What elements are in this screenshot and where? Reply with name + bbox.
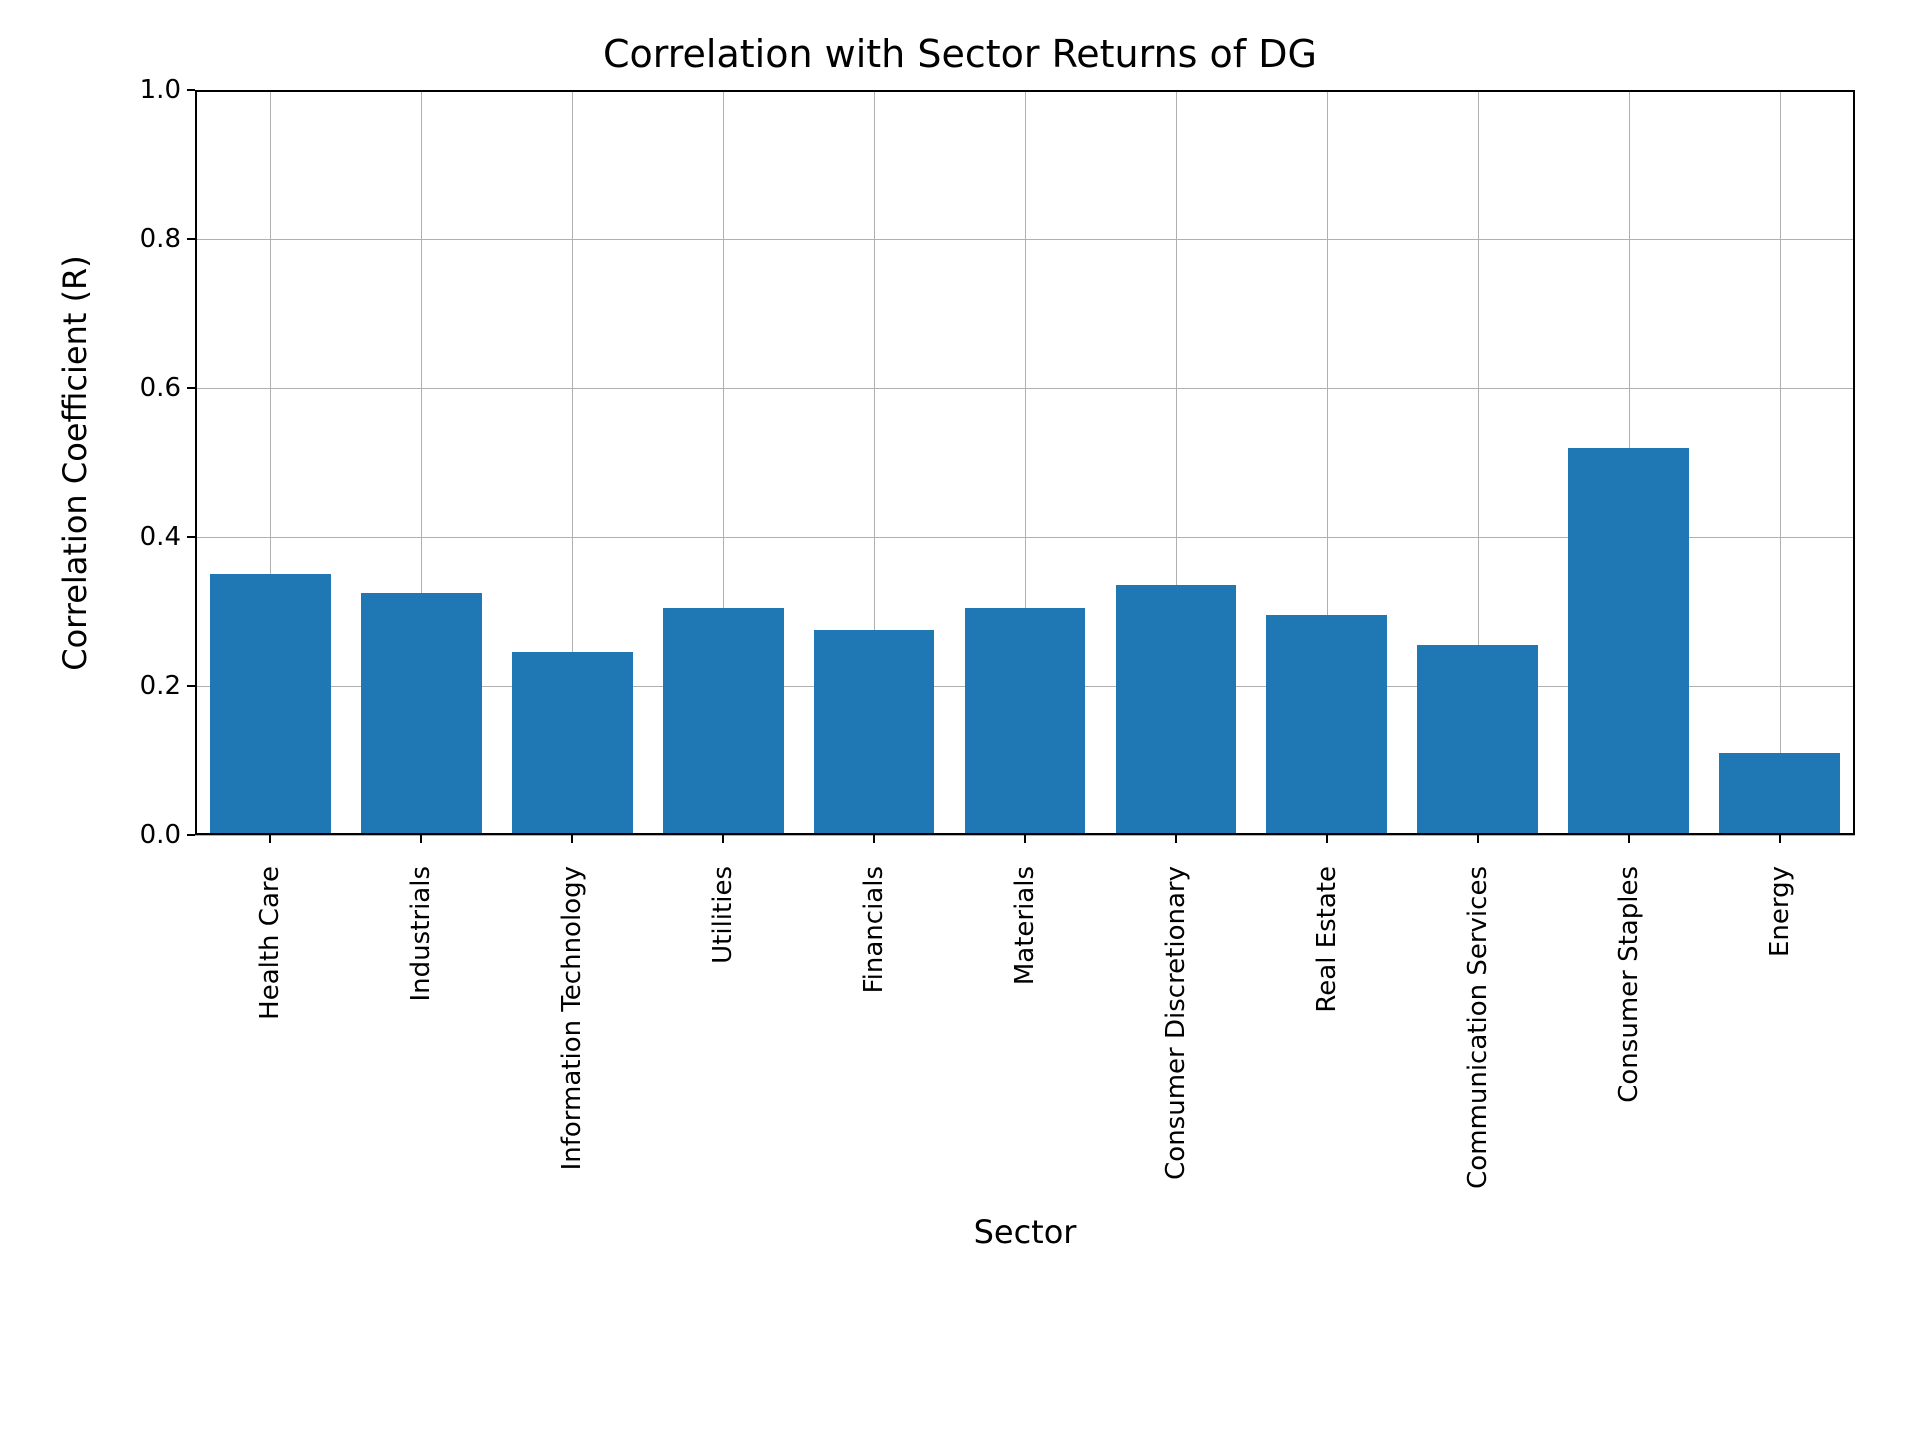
chart-title: Correlation with Sector Returns of DG xyxy=(0,32,1920,76)
x-tick-label: Materials xyxy=(1010,866,1040,985)
x-tick-label: Consumer Discretionary xyxy=(1161,866,1191,1180)
x-tick-label: Industrials xyxy=(406,866,436,1001)
bar xyxy=(814,630,935,835)
bar xyxy=(361,593,482,835)
x-tick-label: Communication Services xyxy=(1463,866,1493,1189)
x-tick-mark xyxy=(571,835,573,843)
x-axis-label: Sector xyxy=(974,1213,1077,1251)
y-tick-label: 0.2 xyxy=(140,671,181,701)
y-tick-label: 0.4 xyxy=(140,522,181,552)
bar xyxy=(210,574,331,835)
y-tick-mark xyxy=(187,89,195,91)
x-tick-mark xyxy=(873,835,875,843)
y-tick-label: 1.0 xyxy=(140,75,181,105)
bar xyxy=(663,608,784,835)
y-tick-mark xyxy=(187,536,195,538)
y-tick-mark xyxy=(187,685,195,687)
bar xyxy=(1568,448,1689,835)
x-tick-mark xyxy=(1175,835,1177,843)
figure: Correlation with Sector Returns of DG Co… xyxy=(0,0,1920,1440)
x-tick-mark xyxy=(1628,835,1630,843)
x-tick-mark xyxy=(1779,835,1781,843)
x-tick-label: Financials xyxy=(859,866,889,993)
bar xyxy=(1719,753,1840,835)
x-tick-mark xyxy=(1477,835,1479,843)
y-tick-mark xyxy=(187,238,195,240)
x-tick-label: Real Estate xyxy=(1312,866,1342,1013)
y-tick-label: 0.8 xyxy=(140,224,181,254)
x-tick-mark xyxy=(269,835,271,843)
x-tick-label: Information Technology xyxy=(557,866,587,1170)
x-tick-mark xyxy=(420,835,422,843)
gridline-vertical xyxy=(1780,90,1781,835)
bar xyxy=(965,608,1086,835)
y-tick-mark xyxy=(187,834,195,836)
bar xyxy=(512,652,633,835)
x-tick-label: Health Care xyxy=(255,866,285,1020)
y-axis-label: Correlation Coefficient (R) xyxy=(56,255,94,671)
plot-area xyxy=(195,90,1855,835)
y-tick-mark xyxy=(187,387,195,389)
x-tick-mark xyxy=(1326,835,1328,843)
y-tick-label: 0.0 xyxy=(140,820,181,850)
bar xyxy=(1417,645,1538,835)
bar xyxy=(1266,615,1387,835)
x-tick-label: Utilities xyxy=(708,866,738,964)
x-tick-mark xyxy=(1024,835,1026,843)
x-tick-label: Consumer Staples xyxy=(1614,866,1644,1103)
x-tick-mark xyxy=(722,835,724,843)
x-tick-label: Energy xyxy=(1765,866,1795,957)
bar xyxy=(1116,585,1237,835)
y-tick-label: 0.6 xyxy=(140,373,181,403)
